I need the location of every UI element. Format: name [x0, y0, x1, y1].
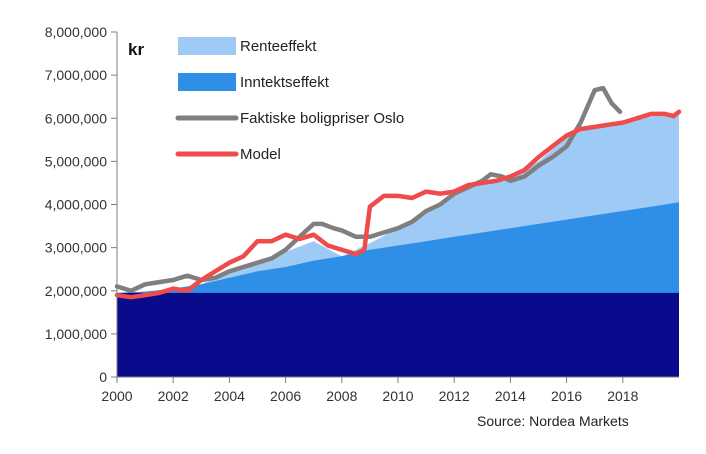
y-tick-label: 5,000,000 [45, 153, 107, 169]
y-tick-label: 3,000,000 [45, 240, 107, 256]
chart-ticks: 0 1,000,000 2,000,000 3,000,000 4,000,000 5,0… [45, 24, 639, 404]
x-tick-label: 2016 [551, 388, 582, 404]
line-faktiske-boligpriser-oslo [114, 85, 623, 294]
legend-swatch [178, 37, 236, 55]
chart-areas [117, 111, 679, 378]
x-tick-label: 2012 [439, 388, 470, 404]
chart-legend: Renteeffekt Inntektseffekt Faktiske boligp… [175, 37, 404, 163]
legend-label: Faktiske boligpriser Oslo [240, 110, 404, 127]
legend-swatch [178, 73, 236, 91]
legend-label: Model [240, 146, 281, 163]
y-tick-label: 7,000,000 [45, 67, 107, 83]
legend-label: Inntektseffekt [240, 74, 330, 91]
chart-lines [114, 85, 682, 300]
y-tick-label: 6,000,000 [45, 110, 107, 126]
x-tick-label: 2014 [495, 388, 526, 404]
x-tick-label: 2000 [101, 388, 132, 404]
y-tick-label: 4,000,000 [45, 197, 107, 213]
y-tick-label: 0 [99, 369, 107, 385]
line-model [114, 109, 682, 300]
y-tick-label: 1,000,000 [45, 326, 107, 342]
y-tick-label: 8,000,000 [45, 24, 107, 40]
y-tick-label: 2,000,000 [45, 283, 107, 299]
source-note: Source: Nordea Markets [477, 413, 629, 429]
x-tick-label: 2004 [214, 388, 245, 404]
area-base [117, 292, 679, 377]
x-tick-label: 2006 [270, 388, 301, 404]
x-tick-label: 2018 [607, 388, 638, 404]
legend-label: Renteeffekt [240, 38, 317, 55]
x-tick-label: 2010 [382, 388, 413, 404]
x-tick-label: 2002 [158, 388, 189, 404]
unit-label: kr [128, 40, 144, 59]
x-tick-label: 2008 [326, 388, 357, 404]
